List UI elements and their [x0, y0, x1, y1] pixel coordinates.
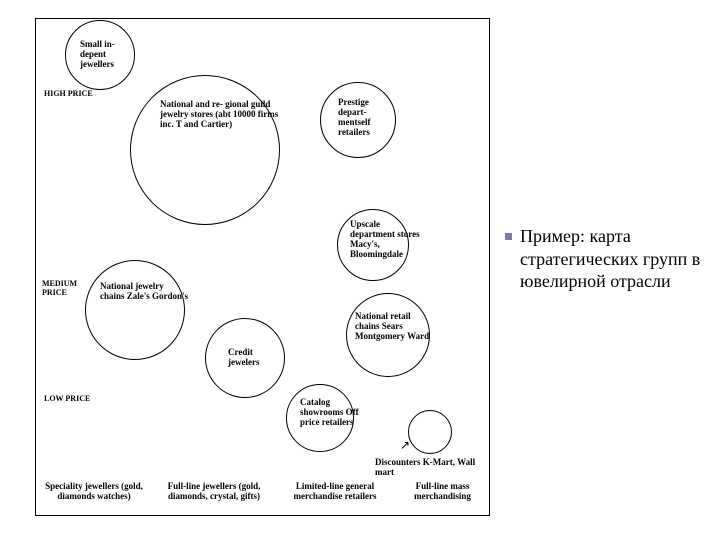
- slide-title: Пример: карта стратегических групп в юве…: [520, 225, 715, 293]
- bullet-icon: [505, 233, 512, 240]
- circle-nat-chains: [85, 260, 185, 360]
- xaxis-limited: Limited-line general merchandise retaile…: [280, 481, 390, 502]
- xaxis-speciality: Speciality jewellers (gold, diamonds wat…: [38, 481, 150, 502]
- yaxis-medium: MEDIUM PRICE: [42, 280, 92, 298]
- xaxis-mass: Full-line mass merchandising: [395, 481, 490, 502]
- xaxis-fullline: Full-line jewellers (gold, diamonds, cry…: [155, 481, 273, 502]
- label-guild: National and re- gional guild jewelry st…: [160, 100, 280, 130]
- label-nat-chains: National jewelry chains Zale's Gordon's: [100, 282, 190, 302]
- label-small-indep: Small in- depent jewellers: [80, 40, 130, 70]
- slide: HIGH PRICE MEDIUM PRICE LOW PRICE Specia…: [0, 0, 720, 540]
- yaxis-low: LOW PRICE: [44, 395, 94, 404]
- yaxis-high: HIGH PRICE: [44, 90, 94, 99]
- label-nat-retail: National retail chains Sears Montgomery …: [355, 312, 433, 342]
- arrow-icon: ↗: [400, 438, 410, 453]
- label-discounters: Discounters K-Mart, Wall mart: [375, 458, 485, 478]
- label-upscale-dept: Upscale department stores Macy's, Bloomi…: [350, 220, 422, 260]
- circle-guild: [130, 75, 280, 225]
- circle-discounters: [408, 410, 452, 454]
- label-credit-jewel: Credit jewelers: [228, 348, 278, 368]
- label-catalog: Catalog showrooms Off price retailers: [300, 398, 360, 428]
- label-prestige-dept: Prestige depart- mentself retailers: [338, 98, 393, 138]
